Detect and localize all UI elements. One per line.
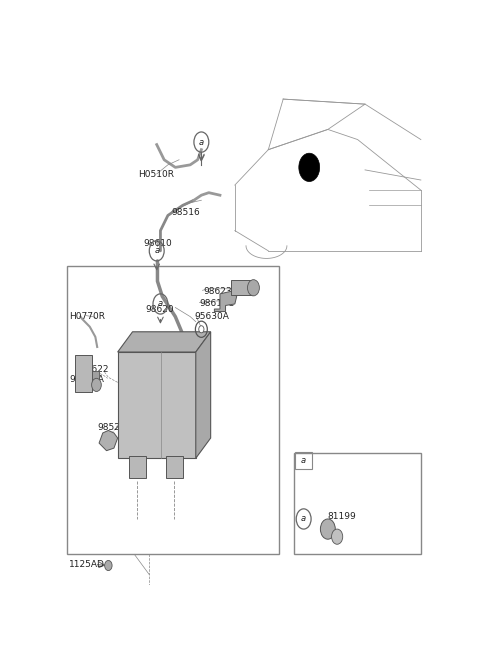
Bar (129, 456, 145, 478)
Text: 98610: 98610 (144, 238, 172, 248)
Polygon shape (99, 430, 118, 451)
Bar (75, 355, 92, 392)
Text: 95630A: 95630A (194, 312, 229, 321)
Text: 81199: 81199 (328, 512, 357, 521)
Text: 98620: 98620 (145, 305, 174, 313)
Circle shape (92, 378, 101, 392)
Bar (294, 453, 421, 555)
Bar (296, 452, 312, 469)
Bar (166, 456, 183, 478)
Text: 1125AD: 1125AD (69, 560, 105, 569)
Bar (67, 266, 279, 555)
Circle shape (299, 153, 320, 181)
Circle shape (332, 529, 343, 544)
Polygon shape (196, 332, 211, 459)
Text: a: a (154, 246, 159, 256)
Text: H0510R: H0510R (138, 170, 174, 179)
Text: 98617C: 98617C (200, 300, 235, 308)
Text: a: a (301, 514, 306, 524)
Polygon shape (118, 332, 211, 352)
Text: 98623: 98623 (203, 287, 232, 296)
Bar (92, 371, 99, 381)
Circle shape (105, 560, 112, 570)
Text: a: a (301, 457, 306, 465)
Text: 98520D: 98520D (97, 423, 132, 432)
Circle shape (248, 280, 259, 296)
Bar (231, 280, 253, 296)
Text: 98510A: 98510A (69, 375, 104, 384)
Circle shape (199, 326, 204, 333)
Text: H0770R: H0770R (69, 312, 105, 321)
Bar (118, 352, 196, 459)
Polygon shape (215, 291, 237, 311)
Circle shape (321, 519, 335, 539)
Text: 98622: 98622 (81, 365, 109, 374)
Text: a: a (199, 137, 204, 147)
Text: a: a (158, 300, 163, 308)
Text: 98516: 98516 (172, 208, 200, 217)
